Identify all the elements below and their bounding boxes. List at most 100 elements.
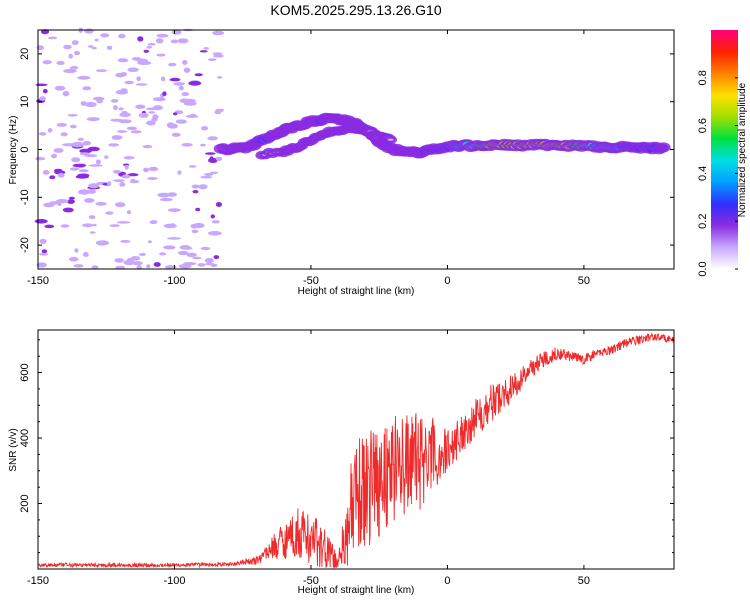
noise-cell: [66, 199, 75, 205]
noise-cell: [212, 52, 223, 56]
noise-cell: [205, 152, 216, 155]
noise-cell: [152, 97, 166, 102]
noise-cell: [53, 148, 64, 153]
spectrogram-y-tick-label: 0: [19, 146, 31, 152]
noise-cell: [109, 224, 120, 228]
noise-cell: [169, 77, 181, 82]
noise-cell: [67, 114, 78, 117]
noise-cell: [210, 214, 215, 219]
noise-cell: [190, 223, 203, 227]
noise-cell: [42, 170, 50, 175]
noise-cell: [88, 45, 94, 48]
noise-cell: [170, 39, 179, 44]
noise-cell: [186, 252, 197, 258]
noise-cell: [137, 58, 149, 64]
noise-cell: [163, 245, 176, 250]
noise-cell: [188, 165, 197, 168]
noise-cell: [200, 175, 213, 179]
snr-y-tick-label: 600: [19, 363, 31, 381]
noise-cell: [36, 262, 47, 268]
noise-cell: [152, 105, 163, 111]
noise-cell: [70, 124, 77, 129]
noise-cell: [162, 91, 167, 96]
snr-x-label: Height of straight line (km): [298, 585, 415, 596]
noise-cell: [82, 140, 91, 146]
noise-cell: [152, 114, 159, 120]
noise-cell: [41, 249, 48, 254]
noise-cell: [168, 62, 177, 67]
noise-cell: [51, 153, 58, 159]
noise-cell: [173, 112, 178, 116]
noise-cell: [111, 135, 123, 140]
noise-cell: [34, 219, 48, 224]
noise-cell: [81, 223, 94, 228]
noise-cell: [116, 221, 131, 224]
snr-y-tick-label: 200: [19, 494, 31, 512]
noise-cell: [177, 170, 182, 175]
noise-cell: [194, 73, 203, 77]
noise-cell: [178, 85, 184, 91]
noise-cell: [88, 189, 96, 194]
colorbar-tick-label: 0.6: [697, 118, 709, 133]
noise-cell: [113, 179, 125, 183]
snr-x-tick-label: 0: [444, 575, 450, 587]
noise-cell: [207, 58, 217, 61]
snr-x-tick-label: -100: [163, 575, 185, 587]
noise-cell: [73, 264, 84, 268]
noise-cell: [217, 76, 223, 79]
noise-cell: [201, 126, 209, 131]
noise-cell: [127, 173, 139, 177]
noise-cell: [129, 180, 140, 184]
noise-cell: [147, 240, 152, 244]
snr-series-line: [37, 332, 675, 569]
noise-cell: [95, 201, 107, 206]
noise-cell: [77, 137, 85, 141]
noise-cell: [183, 67, 191, 73]
noise-cell: [204, 262, 215, 266]
noise-cell: [197, 263, 206, 267]
noise-cell: [198, 184, 208, 190]
noise-cell: [209, 171, 219, 174]
figure-title: KOM5.2025.295.13.26.G10: [270, 2, 441, 18]
noise-cell: [56, 60, 65, 66]
noise-cell: [68, 256, 79, 262]
noise-cell: [60, 132, 68, 137]
noise-cell: [116, 130, 128, 133]
noise-cell: [148, 166, 159, 172]
noise-cell: [130, 257, 141, 261]
noise-cell: [63, 68, 77, 74]
noise-cell: [105, 211, 114, 215]
noise-cell: [56, 123, 67, 127]
noise-cell: [115, 89, 128, 95]
noise-cell: [78, 189, 91, 195]
spectrogram-y-tick-label: 20: [19, 48, 31, 60]
noise-cell: [147, 177, 158, 180]
noise-cell: [63, 44, 72, 50]
noise-cell: [127, 67, 139, 73]
noise-cell: [146, 264, 151, 269]
noise-cell: [57, 172, 65, 178]
noise-cell: [179, 98, 190, 104]
noise-cell: [157, 192, 171, 198]
noise-cell: [147, 43, 156, 46]
noise-cell: [208, 157, 218, 163]
noise-cell: [110, 118, 124, 122]
noise-cell: [57, 202, 62, 207]
snr-y-label: SNR (v/v): [8, 428, 19, 471]
noise-cell: [204, 257, 214, 264]
snr-x-tick-label: -50: [303, 575, 319, 587]
noise-cell: [74, 50, 80, 56]
spectrogram-y-tick-label: -10: [19, 189, 31, 205]
noise-cell: [203, 173, 214, 176]
noise-cell: [71, 40, 79, 46]
noise-cell: [177, 38, 189, 44]
noise-cell: [89, 231, 96, 234]
noise-cell: [54, 85, 66, 91]
noise-cell: [118, 107, 124, 111]
noise-cell: [119, 182, 126, 187]
spectrogram-x-tick-label: -100: [163, 275, 185, 287]
noise-cell: [177, 250, 189, 256]
spectrogram-panel: -150 -100 -50 0 50 20 10 0 -10 -20 Height of str…: [8, 27, 675, 297]
noise-cell: [42, 60, 52, 65]
noise-cell: [181, 92, 189, 97]
